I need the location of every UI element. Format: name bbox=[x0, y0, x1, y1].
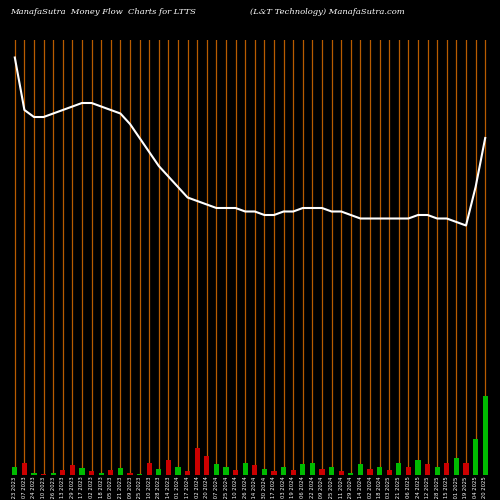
Bar bbox=[128, 472, 132, 475]
Bar bbox=[444, 463, 450, 475]
Bar bbox=[386, 470, 392, 475]
Bar bbox=[290, 470, 296, 475]
Bar bbox=[406, 466, 411, 475]
Bar bbox=[368, 469, 372, 475]
Bar bbox=[146, 463, 152, 475]
Bar bbox=[224, 466, 228, 475]
Bar bbox=[166, 460, 171, 475]
Bar bbox=[338, 472, 344, 475]
Bar bbox=[329, 466, 334, 475]
Bar bbox=[137, 474, 142, 475]
Bar bbox=[204, 456, 210, 475]
Bar bbox=[425, 464, 430, 475]
Bar bbox=[262, 469, 267, 475]
Bar bbox=[434, 466, 440, 475]
Text: (L&T Technology) ManafaSutra.com: (L&T Technology) ManafaSutra.com bbox=[250, 8, 405, 16]
Text: ManafaSutra  Money Flow  Charts for LTTS: ManafaSutra Money Flow Charts for LTTS bbox=[10, 8, 196, 16]
Bar bbox=[454, 458, 459, 475]
Bar bbox=[252, 466, 258, 475]
Bar bbox=[348, 472, 354, 475]
Bar bbox=[80, 468, 84, 475]
Bar bbox=[70, 466, 75, 475]
Bar bbox=[12, 466, 18, 475]
Bar bbox=[185, 472, 190, 475]
Bar bbox=[108, 470, 114, 475]
Bar bbox=[50, 472, 56, 475]
Bar bbox=[194, 448, 200, 475]
Bar bbox=[176, 466, 180, 475]
Bar bbox=[98, 472, 104, 475]
Bar bbox=[118, 468, 123, 475]
Bar bbox=[416, 460, 420, 475]
Bar bbox=[89, 472, 94, 475]
Bar bbox=[377, 466, 382, 475]
Bar bbox=[60, 470, 66, 475]
Bar bbox=[32, 472, 36, 475]
Bar bbox=[156, 469, 162, 475]
Bar bbox=[242, 463, 248, 475]
Bar bbox=[482, 396, 488, 475]
Bar bbox=[41, 474, 46, 475]
Bar bbox=[320, 469, 324, 475]
Bar bbox=[358, 464, 363, 475]
Bar bbox=[396, 463, 402, 475]
Bar bbox=[473, 438, 478, 475]
Bar bbox=[272, 472, 276, 475]
Bar bbox=[300, 464, 306, 475]
Bar bbox=[214, 464, 219, 475]
Bar bbox=[310, 463, 315, 475]
Bar bbox=[233, 470, 238, 475]
Bar bbox=[22, 463, 27, 475]
Bar bbox=[464, 463, 468, 475]
Bar bbox=[281, 466, 286, 475]
